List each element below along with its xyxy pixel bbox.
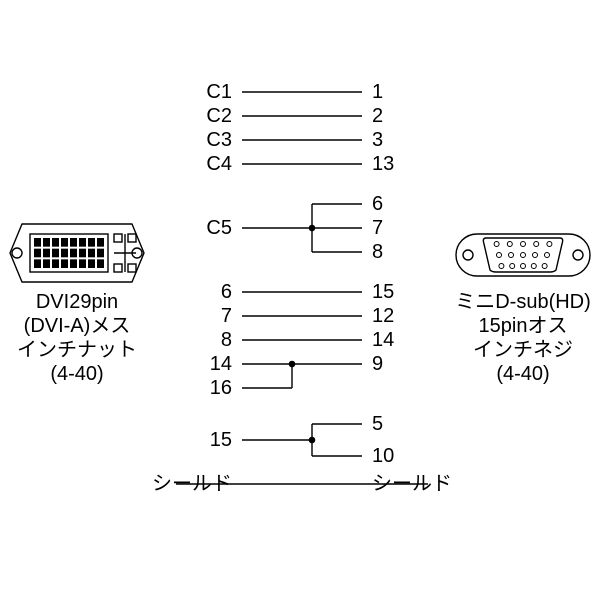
connector-caption: 15pinオス [479,315,568,337]
pin-right: 8 [372,241,383,263]
connector-caption: (4-40) [496,363,549,385]
connector-caption: インチネジ [473,339,573,361]
pin-left: 15 [210,429,232,451]
pin-right: 12 [372,305,394,327]
pin-right: 2 [372,105,383,127]
pin-left: 16 [210,377,232,399]
dsub-connector [456,234,590,276]
connector-caption: DVI29pin [36,291,118,313]
pin-right: 14 [372,329,394,351]
pin-right: 15 [372,281,394,303]
pin-left: 6 [221,281,232,303]
pin-left: 7 [221,305,232,327]
pin-right: 9 [372,353,383,375]
pin-right: 6 [372,193,383,215]
pin-right: 3 [372,129,383,151]
pin-left: C2 [206,105,232,127]
pin-right: 5 [372,413,383,435]
pin-left: C5 [206,217,232,239]
connector-caption: インチナット [17,339,137,361]
dvi-connector [10,224,144,282]
pin-left: 14 [210,353,232,375]
pinout-diagram: C11C22C33C413C56786157128149141615510シール… [0,0,600,600]
connector-caption: (4-40) [50,363,103,385]
pin-right: 10 [372,445,394,467]
pin-right: 7 [372,217,383,239]
connector-caption: (DVI-A)メス [24,315,131,337]
pin-left: C3 [206,129,232,151]
pin-left: C1 [206,81,232,103]
pin-right: 13 [372,153,394,175]
pin-left: C4 [206,153,232,175]
pin-right: 1 [372,81,383,103]
connector-caption: ミニD-sub(HD) [455,291,591,313]
pin-left: 8 [221,329,232,351]
